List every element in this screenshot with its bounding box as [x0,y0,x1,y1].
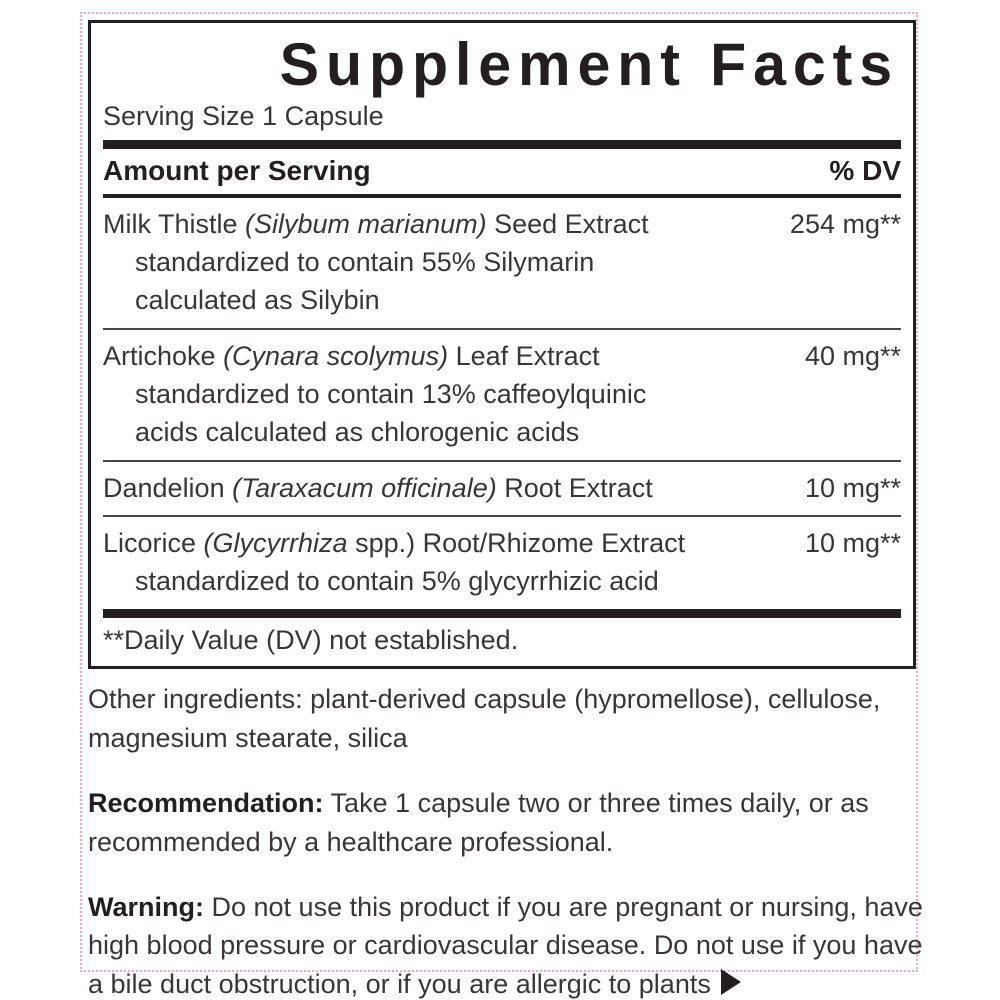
recommendation-paragraph: Recommendation: Take 1 capsule two or th… [88,784,926,862]
table-header-row: Amount per Serving % DV [103,149,901,194]
amount-per-serving-label: Amount per Serving [103,155,371,187]
divider-thin [103,327,901,330]
ingredient-latin-name: (Cynara scolymus) [223,340,449,371]
ingredient-name: Milk Thistle (Silybum marianum) Seed Ext… [103,205,790,320]
divider-medium-header [103,193,901,198]
ingredient-name-post: Leaf Extract [448,340,600,371]
ingredient-name-pre: Dandelion [103,472,233,503]
divider-thick-top [103,140,901,150]
ingredient-name-post: spp.) Root/Rhizome Extract [347,527,686,558]
ingredient-latin-name: (Glycyrrhiza [203,527,348,558]
ingredient-name-post: Seed Extract [486,208,649,239]
label-body-text: Other ingredients: plant-derived capsule… [88,680,926,1000]
ingredient-name: Artichoke (Cynara scolymus) Leaf Extract… [103,337,805,452]
ingredient-name-pre: Licorice [103,527,204,558]
ingredient-latin-name: (Taraxacum officinale) [232,472,497,503]
ingredient-subline: calculated as Silybin [135,285,380,316]
warning-paragraph: Warning: Do not use this product if you … [88,888,926,1000]
ingredient-amount: 254 mg** [789,208,901,239]
warning-text: Do not use this product if you are pregn… [88,891,923,1000]
ingredient-name-pre: Milk Thistle [103,208,246,239]
ingredient-amount: 10 mg** [804,527,901,558]
divider-thin [103,514,901,517]
table-row: Artichoke (Cynara scolymus) Leaf Extract… [103,330,901,460]
ingredient-name-post: Root Extract [496,472,653,503]
supplement-facts-panel: Supplement Facts Serving Size 1 Capsule … [88,20,916,669]
ingredient-name: Licorice (Glycyrrhiza spp.) Root/Rhizome… [103,524,805,601]
table-row: Dandelion (Taraxacum officinale) Root Ex… [103,462,901,515]
page-title: Supplement Facts [279,31,900,98]
ingredient-name-pre: Artichoke [103,340,224,371]
expand-triangle-icon[interactable] [720,969,741,996]
ingredient-latin-name: (Silybum marianum) [245,208,487,239]
serving-size-text: Serving Size 1 Capsule [103,101,384,131]
recommendation-text: Take 1 capsule two or three times daily,… [88,787,869,857]
ingredient-subline: acids calculated as chlorogenic acids [135,417,580,448]
percent-dv-label: % DV [829,155,901,187]
daily-value-footnote: **Daily Value (DV) not established. [103,624,519,655]
ingredient-subline: standardized to contain 55% Silymarin [135,246,595,277]
ingredient-amount: 40 mg** [804,340,901,371]
ingredient-amount: 10 mg** [804,472,901,503]
table-row: Licorice (Glycyrrhiza spp.) Root/Rhizome… [103,517,901,609]
ingredient-subline: standardized to contain 5% glycyrrhizic … [135,566,659,597]
divider-thick-bottom [103,608,901,618]
warning-label: Warning: [88,891,204,922]
other-ingredients-paragraph: Other ingredients: plant-derived capsule… [88,684,881,753]
ingredient-subline: standardized to contain 13% caffeoylquin… [135,378,647,409]
divider-thin [103,459,901,462]
ingredient-name: Dandelion (Taraxacum officinale) Root Ex… [103,469,805,507]
table-row: Milk Thistle (Silybum marianum) Seed Ext… [103,198,901,328]
recommendation-label: Recommendation: [88,787,324,818]
